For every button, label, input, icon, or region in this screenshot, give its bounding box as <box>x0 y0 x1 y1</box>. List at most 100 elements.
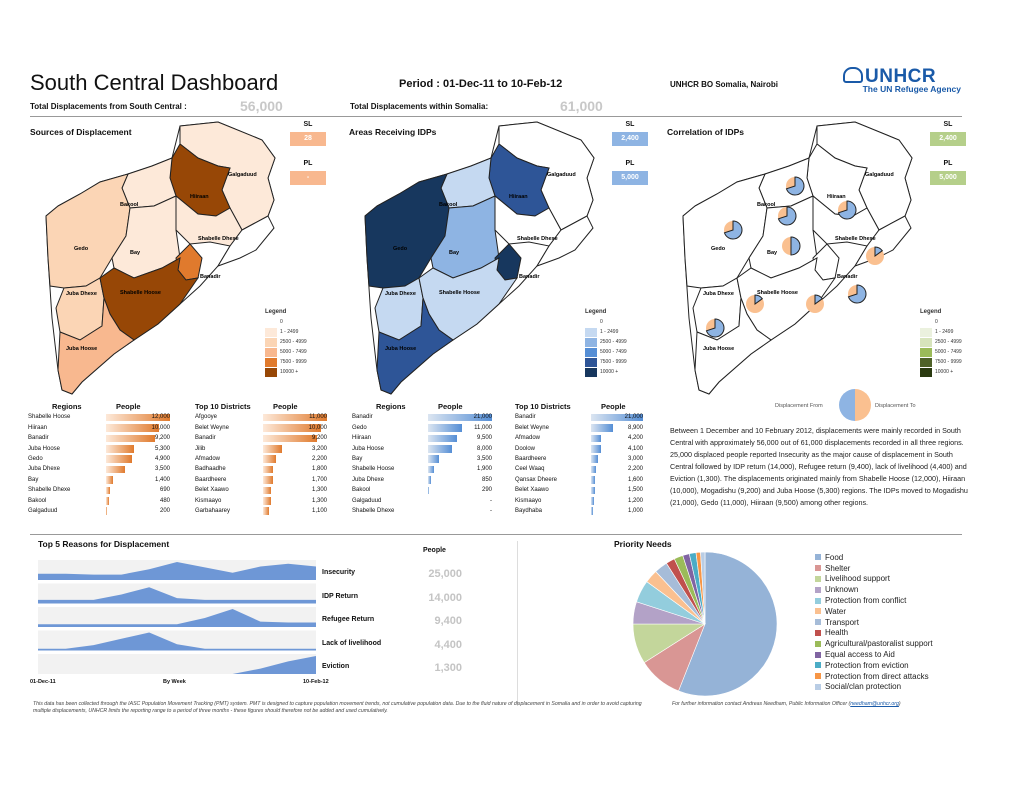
table-row-name: Jilib <box>195 445 206 452</box>
table-row-bar <box>428 465 434 474</box>
contact-email-link[interactable]: needham@unhcr.org <box>850 701 899 707</box>
map-label-5: Shabelle Dhexe <box>835 236 876 242</box>
table-row-bar <box>428 434 457 443</box>
table-row-name: Kismaayo <box>195 497 222 504</box>
table-row-name: Baydhaba <box>515 507 543 514</box>
table-row-value: 8,000 <box>476 445 492 452</box>
table-row-bar <box>106 424 160 432</box>
x-axis-label: By Week <box>163 679 186 685</box>
pie-legend-item: Food <box>815 552 975 563</box>
vertical-divider <box>517 541 518 706</box>
table-row-bar <box>428 445 453 453</box>
table-row-name: Galgaduud <box>352 497 382 504</box>
receiving-pl-label: PL <box>625 160 635 167</box>
table-row-name: Banadir <box>352 414 373 421</box>
sources-pl-value: - <box>290 171 326 185</box>
map-label-2: Hiiraan <box>190 194 209 200</box>
reasons-title: Top 5 Reasons for Displacement <box>38 539 170 549</box>
table-row: Belet Weyne 10,000 <box>195 423 335 433</box>
legend-item: 2500 - 4999 <box>920 337 962 347</box>
table-row-bar <box>263 455 276 463</box>
map-label-4: Bay <box>449 250 460 256</box>
table-row-value: 1,300 <box>311 497 327 504</box>
table-row-bar <box>263 465 274 474</box>
pie-legend-item: Water <box>815 606 975 617</box>
map-label-5: Shabelle Dhexe <box>198 236 239 242</box>
map-label-6: Banadir <box>837 274 858 280</box>
receiving-map: Galgaduud Bakool Hiiraan Gedo Bay Shabelle Dh… <box>364 121 595 395</box>
table-header: Regions People <box>52 402 141 411</box>
table-row-name: Banadir <box>195 435 216 442</box>
sources-map: Galgaduud Bakool Hiiraan Gedo Bay Shabelle Dh… <box>45 121 276 395</box>
table-row-value: 290 <box>481 487 492 494</box>
map-label-1: Bakool <box>439 202 458 208</box>
table-row-value: 1,900 <box>476 466 492 473</box>
legend-item: 7500 - 9999 <box>920 357 962 367</box>
table-row-value: 9,200 <box>154 435 170 442</box>
table-row-bar <box>263 476 273 484</box>
table-row-name: Afgooye <box>195 414 218 421</box>
table-row-bar <box>106 497 109 505</box>
table-row: Gedo 4,900 <box>28 454 188 464</box>
correlation-legend: Legend 0 1 - 2499 2500 - 4999 5000 - 7499 750… <box>920 309 962 377</box>
pie-legend-item: Shelter <box>815 563 975 574</box>
table-row-name: Belet Weyne <box>195 424 229 431</box>
table-row: Hiiraan 10,000 <box>28 423 188 433</box>
table-row-value: 10,000 <box>151 424 170 431</box>
table-row-bar <box>106 486 110 495</box>
table-row: Juba Dhexe 850 <box>352 475 512 485</box>
page-title: South Central Dashboard <box>30 70 279 95</box>
table-row-bar <box>591 507 594 515</box>
table-row: Shabelle Dhexe 690 <box>28 485 188 495</box>
pie-legend-item: Unknown <box>815 584 975 595</box>
table-row: Baardheere 3,000 <box>515 454 645 464</box>
corr-pie-slice-8 <box>847 284 867 304</box>
table-row: Shabelle Dhexe - <box>352 506 512 516</box>
receiving-regions-table: Regions People Banadir 21,000 Gedo 11,000 Hiir… <box>352 402 512 516</box>
table-row-name: Shabelle Hoose <box>28 414 71 421</box>
correlation-map: Galgaduud Bakool Hiiraan Gedo Bay Shabelle Dh… <box>682 121 913 395</box>
table-row-bar <box>106 434 156 443</box>
pie-legend-item: Protection from eviction <box>815 660 975 671</box>
legend-item: 2500 - 4999 <box>585 337 627 347</box>
map-region-east <box>216 215 275 267</box>
table-row-name: Baardheere <box>195 476 227 483</box>
table-row-name: Ceel Waaq <box>515 466 545 473</box>
table-row-value: 11,000 <box>309 414 327 421</box>
corr-pie-slice-5 <box>874 246 883 257</box>
reason-label: Eviction <box>322 663 350 670</box>
table-row-value: 2,200 <box>311 455 327 462</box>
corr-pie-slice-3 <box>790 236 801 256</box>
table-row: Juba Hoose 5,300 <box>28 444 188 454</box>
table-row-name: Garbahaarey <box>195 507 231 514</box>
pie-legend-item: Protection from direct attacks <box>815 671 975 682</box>
reason-label: Refugee Return <box>322 616 375 623</box>
unhcr-emblem-icon <box>843 67 863 83</box>
table-row-bar <box>263 497 271 505</box>
receiving-sl-value: 2,400 <box>612 132 648 146</box>
reason-label: Lack of livelihood <box>322 639 382 647</box>
map-label-3: Gedo <box>74 246 89 252</box>
table-row-value: 4,900 <box>154 455 170 462</box>
table-row-value: 4,200 <box>627 435 643 442</box>
table-row-value: 1,000 <box>627 507 643 514</box>
table-row-value: 690 <box>159 487 170 494</box>
sources-regions-table: Regions People Shabelle Hoose 12,000 Hiiraan… <box>28 402 188 516</box>
footer-contact: For further information contact Andreas … <box>672 701 901 707</box>
table-row: Kismaayo 1,200 <box>515 496 645 506</box>
map-label-5: Shabelle Dhexe <box>517 236 558 242</box>
table-row-value: 12,000 <box>151 414 170 421</box>
legend-item: 0 <box>600 319 603 325</box>
table-row-value: 1,700 <box>311 476 327 483</box>
spark-area-3 <box>38 632 316 651</box>
pie-legend-item: Health <box>815 628 975 639</box>
table-row: Galgaduud - <box>352 496 512 506</box>
table-row-value: 1,100 <box>311 507 327 514</box>
table-row-bar <box>591 497 594 505</box>
legend-title: Legend <box>265 309 287 315</box>
table-row-bar <box>263 486 271 495</box>
corr-pie-slice-7 <box>814 294 823 305</box>
table-row-name: Galgaduud <box>28 507 58 514</box>
table-row: Banadir 9,200 <box>195 433 335 443</box>
header-divider <box>30 116 962 117</box>
